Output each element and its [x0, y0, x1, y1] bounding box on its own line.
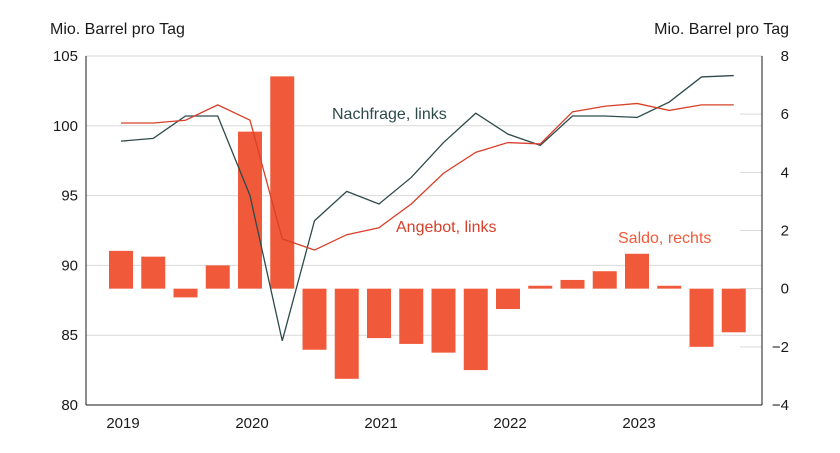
left-axis-label: Mio. Barrel pro Tag [50, 21, 185, 38]
right-tick-label: −4 [772, 397, 789, 414]
saldo-bar [721, 288, 746, 333]
x-tick-label: 2019 [106, 415, 139, 432]
nachfrage-line [120, 74, 734, 341]
right-tick-label: 2 [781, 223, 789, 240]
saldo-bar [367, 288, 391, 339]
saldo-bar [334, 288, 359, 379]
saldo-bar [625, 253, 649, 289]
left-tick-label: 105 [53, 48, 78, 65]
line-series [120, 74, 734, 341]
right-tick-label: 8 [781, 48, 789, 65]
axes: 80 85 90 95 100 105 −4 −2 0 2 4 6 8 2019 2020 2021 2022 2… [53, 48, 789, 432]
saldo-bar [238, 131, 262, 289]
left-tick-label: 90 [61, 257, 78, 274]
x-tick-label: 2022 [493, 415, 526, 432]
saldo-bar [205, 265, 230, 289]
saldo-bar [528, 285, 553, 289]
right-axis-label: Mio. Barrel pro Tag [654, 21, 789, 38]
left-tick-label: 100 [53, 118, 78, 135]
x-tick-label: 2021 [364, 415, 397, 432]
angebot-line [121, 102, 734, 251]
right-tick-label: −2 [772, 339, 789, 356]
left-tick-label: 95 [61, 188, 78, 205]
right-tick-label: 4 [781, 164, 789, 181]
series-label-nachfrage: Nachfrage, links [332, 106, 447, 123]
saldo-bar [657, 285, 682, 289]
series-label-saldo: Saldo, rechts [618, 230, 711, 247]
saldo-bar [463, 288, 488, 371]
saldo-bar [689, 288, 714, 347]
saldo-bar [141, 256, 166, 289]
saldo-bar [496, 288, 520, 310]
saldo-bar [431, 288, 456, 353]
saldo-bar [592, 271, 617, 289]
series-label-angebot: Angebot, links [396, 219, 497, 236]
saldo-bar [270, 76, 295, 289]
bar-series [109, 76, 746, 379]
left-tick-label: 85 [61, 327, 78, 344]
x-tick-label: 2020 [235, 415, 268, 432]
x-tick-label: 2023 [622, 415, 655, 432]
saldo-bar [173, 288, 198, 298]
saldo-bar [560, 279, 585, 289]
saldo-bar [399, 288, 424, 344]
saldo-bar [302, 288, 327, 350]
saldo-bar [109, 250, 133, 289]
right-tick-label: 6 [781, 106, 789, 123]
left-tick-label: 80 [61, 397, 78, 414]
right-tick-label: 0 [781, 281, 789, 298]
